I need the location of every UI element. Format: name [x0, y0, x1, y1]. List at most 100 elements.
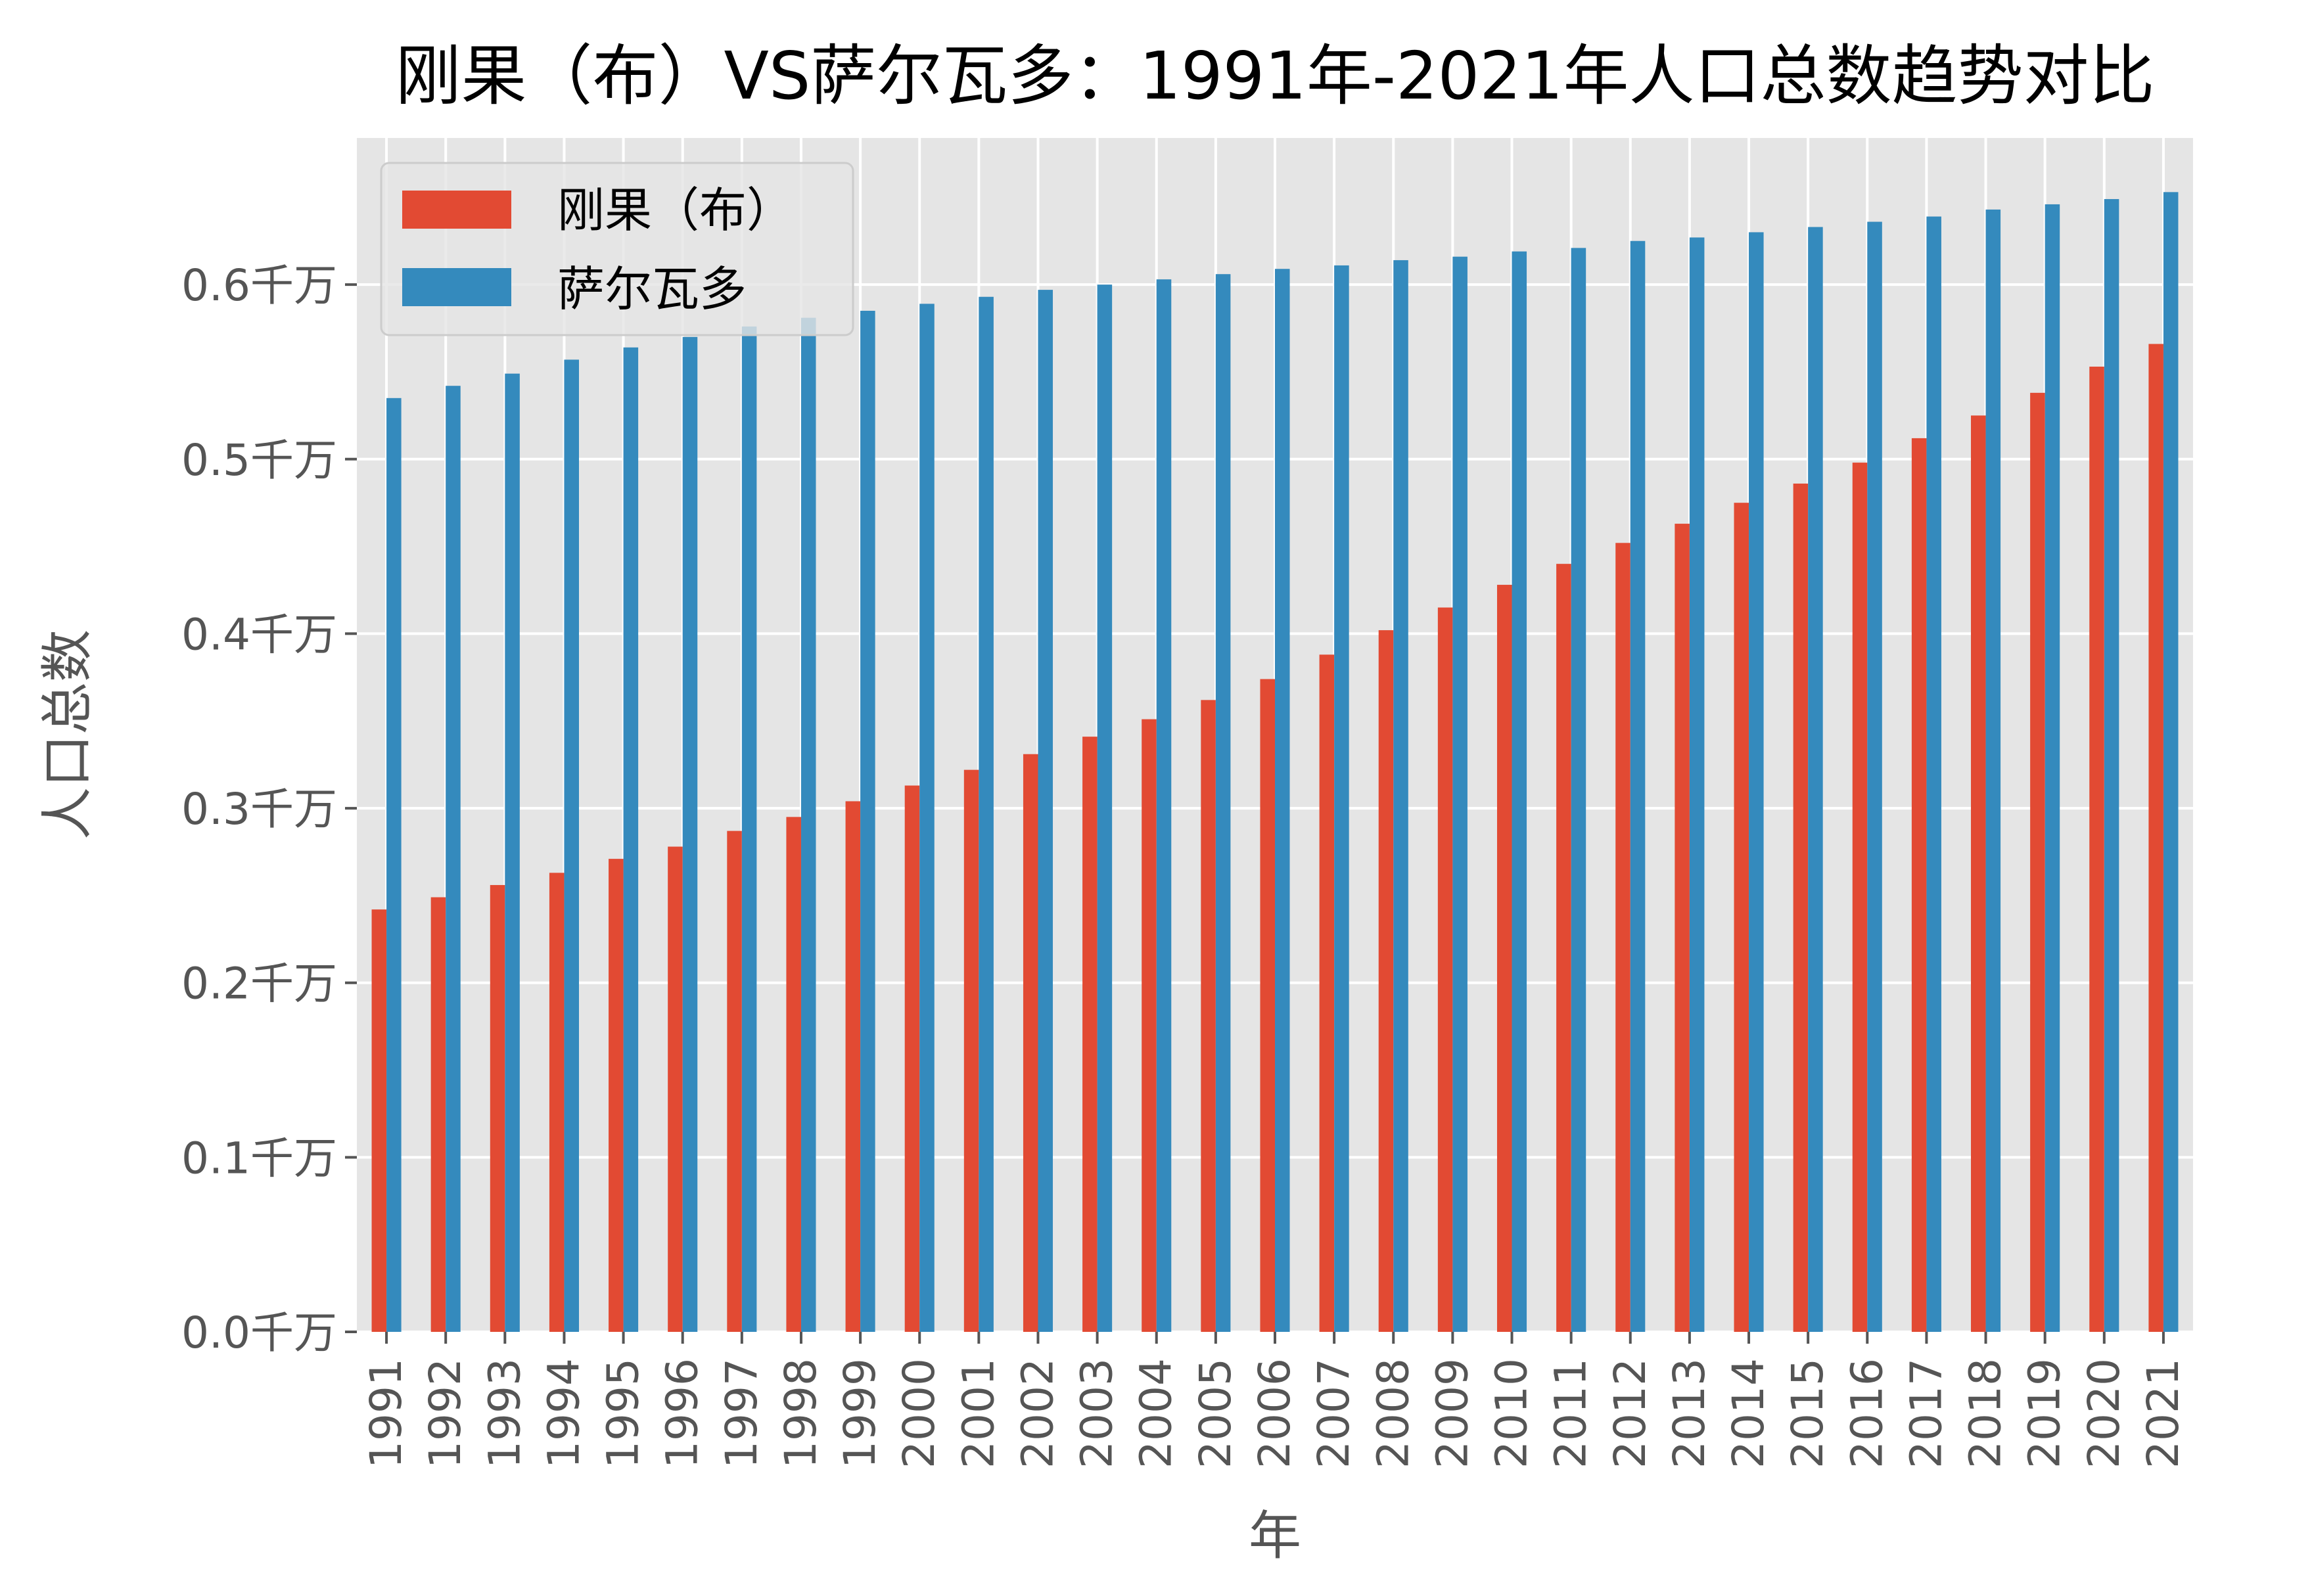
x-tick-label: 1991 — [361, 1358, 411, 1469]
bar-congo — [1023, 754, 1038, 1332]
bar-el-salvador — [1571, 248, 1586, 1333]
bar-congo — [1378, 630, 1394, 1332]
legend: 刚果（布） 萨尔瓦多 — [380, 162, 854, 336]
bar-el-salvador — [564, 359, 579, 1332]
bar-congo — [430, 897, 446, 1332]
bar-congo — [490, 884, 505, 1332]
x-tick-label: 2014 — [1723, 1358, 1774, 1469]
bar-el-salvador — [1985, 209, 2001, 1332]
x-tick-label: 2021 — [2138, 1358, 2188, 1469]
x-tick-label: 2003 — [1072, 1358, 1122, 1469]
legend-label-el-salvador: 萨尔瓦多 — [557, 262, 747, 317]
legend-swatch-congo — [402, 191, 511, 229]
bar-el-salvador — [800, 317, 816, 1333]
x-tick-label: 2011 — [1546, 1358, 1596, 1469]
bar-congo — [1142, 719, 1157, 1332]
y-tick-label: 0.4千万 — [181, 609, 337, 660]
bar-congo — [668, 846, 683, 1332]
bar-congo — [1911, 438, 1927, 1332]
x-tick-label: 2000 — [894, 1358, 944, 1469]
bar-el-salvador — [1275, 269, 1290, 1333]
x-tick-label: 2009 — [1427, 1358, 1477, 1469]
bar-el-salvador — [1393, 260, 1408, 1332]
y-tick-label: 0.0千万 — [181, 1308, 337, 1358]
x-tick-label: 2005 — [1190, 1358, 1241, 1469]
bar-congo — [2089, 366, 2104, 1332]
x-tick-label: 2019 — [2020, 1358, 2070, 1469]
x-tick-label: 2015 — [1782, 1358, 1833, 1469]
x-tick-label: 2002 — [1012, 1358, 1063, 1469]
bar-el-salvador — [1926, 216, 1941, 1333]
bar-congo — [2148, 344, 2163, 1333]
bar-congo — [1437, 607, 1453, 1333]
bar-congo — [1971, 415, 1986, 1332]
bar-el-salvador — [1689, 237, 1705, 1333]
bar-el-salvador — [1038, 290, 1053, 1333]
bar-congo — [1201, 700, 1216, 1332]
x-tick-label: 2016 — [1841, 1358, 1892, 1469]
bar-el-salvador — [1215, 274, 1231, 1332]
x-tick-label: 2020 — [2079, 1358, 2129, 1469]
x-tick-label: 2007 — [1308, 1358, 1359, 1469]
x-tick-label: 1996 — [657, 1358, 708, 1469]
bar-congo — [845, 801, 861, 1332]
bar-el-salvador — [505, 373, 520, 1332]
bar-congo — [1556, 564, 1571, 1332]
y-tick-label: 0.6千万 — [181, 260, 337, 311]
y-tick-label: 0.5千万 — [181, 435, 337, 486]
bar-el-salvador — [919, 304, 935, 1333]
x-tick-label: 1999 — [835, 1358, 885, 1469]
bar-congo — [1793, 483, 1809, 1333]
bar-el-salvador — [1156, 279, 1172, 1333]
chart-title: 刚果（布）VS萨尔瓦多：1991年-2021年人口总数趋势对比 — [396, 37, 2155, 114]
bar-congo — [1675, 524, 1690, 1332]
bar-el-salvador — [2163, 192, 2179, 1333]
x-tick-label: 2008 — [1368, 1358, 1418, 1469]
bar-congo — [1496, 585, 1512, 1332]
bar-el-salvador — [1334, 265, 1349, 1333]
bar-el-salvador — [860, 310, 875, 1333]
bar-el-salvador — [1749, 232, 1764, 1332]
x-tick-label: 2004 — [1131, 1358, 1182, 1469]
x-tick-label: 1992 — [420, 1358, 471, 1469]
bar-congo — [1852, 463, 1868, 1333]
bar-el-salvador — [2045, 204, 2060, 1332]
x-tick-label: 2017 — [1901, 1358, 1951, 1469]
bar-el-salvador — [386, 398, 402, 1332]
y-axis-label: 人口总数 — [37, 629, 98, 840]
bar-congo — [963, 769, 979, 1332]
bar-congo — [727, 831, 742, 1332]
bar-el-salvador — [1512, 251, 1527, 1333]
x-tick-label: 2006 — [1249, 1358, 1300, 1469]
bar-congo — [1260, 679, 1275, 1332]
bar-congo — [1615, 543, 1630, 1332]
x-tick-label: 2013 — [1664, 1358, 1715, 1469]
x-tick-label: 1998 — [775, 1358, 826, 1469]
x-tick-label: 2001 — [953, 1358, 1004, 1469]
x-tick-label: 1993 — [479, 1358, 530, 1469]
bar-el-salvador — [741, 326, 757, 1332]
x-tick-label: 2010 — [1487, 1358, 1537, 1469]
bar-congo — [1734, 503, 1749, 1332]
x-tick-label: 1995 — [598, 1358, 649, 1469]
bar-congo — [609, 859, 624, 1332]
bar-el-salvador — [623, 347, 639, 1332]
legend-swatch-el-salvador — [402, 268, 511, 306]
bar-el-salvador — [682, 336, 698, 1333]
bar-congo — [371, 909, 387, 1332]
bar-congo — [2030, 392, 2045, 1333]
x-axis-label: 年 — [1249, 1505, 1301, 1566]
x-axis: 1991 1992 1993 1994 1995 1996 1997 1998 1999 2000… — [361, 1332, 2188, 1469]
bars — [371, 192, 2179, 1333]
x-tick-label: 2018 — [1960, 1358, 2011, 1469]
bar-congo — [1319, 654, 1335, 1332]
bar-el-salvador — [1808, 227, 1823, 1333]
bar-congo — [786, 817, 801, 1332]
bar-el-salvador — [1867, 221, 1882, 1332]
y-tick-label: 0.1千万 — [181, 1133, 337, 1183]
y-tick-label: 0.2千万 — [181, 959, 337, 1009]
bar-el-salvador — [1452, 256, 1468, 1332]
x-tick-label: 2012 — [1605, 1358, 1655, 1469]
bar-el-salvador — [979, 296, 994, 1333]
bar-congo — [549, 873, 565, 1332]
